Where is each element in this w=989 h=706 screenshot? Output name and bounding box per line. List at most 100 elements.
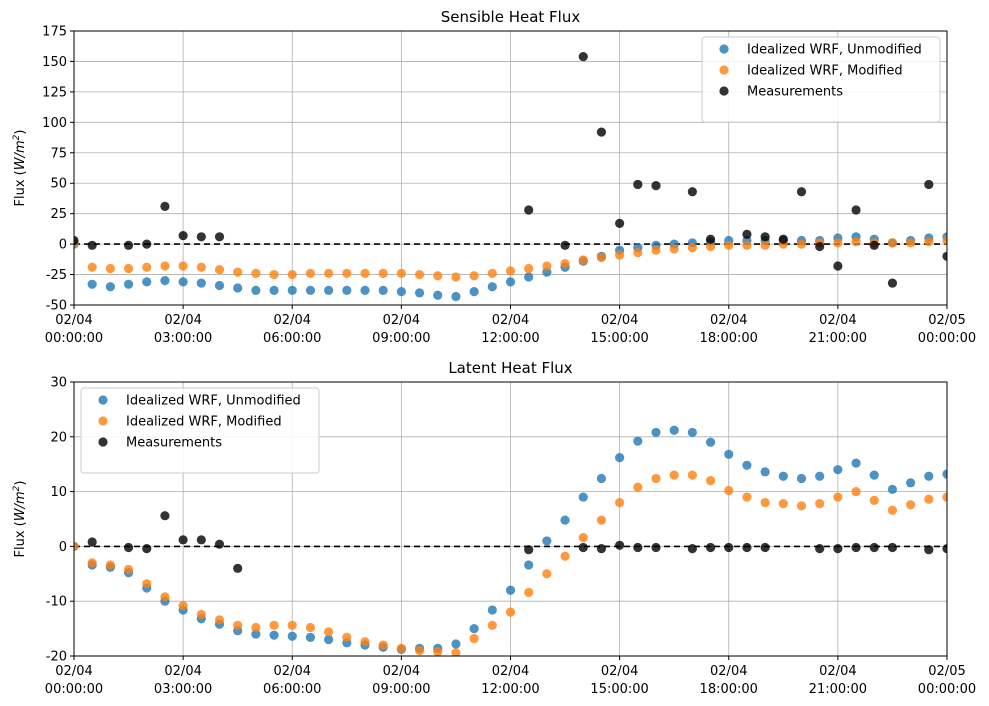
data-point-unmodified bbox=[324, 634, 334, 645]
x-tick-label-date: 02/04 bbox=[164, 664, 201, 679]
series-measurements bbox=[74, 51, 947, 288]
data-point-modified bbox=[851, 487, 861, 497]
data-point-unmodified bbox=[87, 279, 97, 289]
data-point-unmodified bbox=[942, 469, 947, 479]
data-point-unmodified bbox=[324, 285, 334, 295]
data-point-unmodified bbox=[687, 427, 697, 438]
data-point-unmodified bbox=[796, 473, 807, 484]
data-point-modified bbox=[596, 252, 607, 263]
data-point-unmodified bbox=[160, 276, 170, 286]
data-point-unmodified bbox=[815, 471, 825, 481]
x-tick-label-time: 21:00:00 bbox=[809, 682, 867, 697]
data-point-modified bbox=[542, 261, 552, 271]
data-point-modified bbox=[433, 647, 443, 656]
data-point-unmodified bbox=[705, 437, 716, 447]
legend: Idealized WRF, Unmodified Idealized WRF, … bbox=[80, 387, 320, 474]
data-point-modified bbox=[160, 592, 170, 602]
y-axis-label: Flux (W/m2) bbox=[12, 130, 28, 207]
data-point-measurements bbox=[796, 187, 807, 197]
data-point-unmodified bbox=[433, 290, 443, 300]
data-point-unmodified bbox=[269, 285, 279, 295]
x-tick-label-time: 06:00:00 bbox=[263, 331, 321, 346]
data-point-modified bbox=[196, 262, 206, 272]
data-point-modified bbox=[542, 569, 552, 579]
legend-marker-modified bbox=[719, 65, 729, 75]
data-point-modified bbox=[451, 272, 461, 282]
legend-marker-measurements bbox=[719, 86, 729, 96]
y-tick-label: 50 bbox=[50, 177, 67, 192]
data-point-modified bbox=[196, 609, 206, 619]
y-label-prefix: Flux ( bbox=[13, 521, 28, 557]
data-point-measurements bbox=[760, 232, 770, 242]
y-tick-label: 150 bbox=[42, 55, 67, 70]
data-point-modified bbox=[287, 269, 297, 280]
data-point-unmodified bbox=[560, 515, 570, 525]
data-point-unmodified bbox=[178, 277, 188, 287]
data-point-modified bbox=[142, 579, 152, 589]
data-point-unmodified bbox=[851, 458, 861, 468]
data-point-unmodified bbox=[505, 585, 516, 595]
legend-label: Idealized WRF, Modified bbox=[747, 64, 903, 79]
x-tick-label-date: 02/04 bbox=[55, 313, 92, 328]
data-point-modified bbox=[505, 607, 516, 617]
data-point-modified bbox=[615, 497, 625, 508]
data-point-unmodified bbox=[669, 425, 679, 435]
data-point-modified bbox=[705, 241, 716, 252]
data-point-unmodified bbox=[469, 624, 479, 634]
data-point-modified bbox=[178, 261, 188, 271]
y-label-superscript: 2 bbox=[12, 485, 22, 491]
data-point-modified bbox=[633, 248, 643, 258]
data-point-modified bbox=[396, 643, 406, 653]
chart-title: Sensible Heat Flux bbox=[441, 8, 581, 26]
data-point-measurements bbox=[942, 251, 947, 261]
data-point-unmodified bbox=[724, 449, 734, 459]
data-point-modified bbox=[269, 620, 279, 630]
data-point-modified bbox=[651, 473, 661, 484]
data-point-unmodified bbox=[414, 288, 425, 298]
y-label-suffix: ) bbox=[13, 130, 28, 135]
legend-marker-unmodified bbox=[719, 44, 729, 54]
data-point-unmodified bbox=[487, 282, 497, 292]
data-points bbox=[74, 51, 947, 302]
data-point-measurements bbox=[615, 218, 625, 229]
data-point-measurements bbox=[724, 542, 734, 553]
data-point-modified bbox=[669, 244, 679, 254]
data-point-modified bbox=[105, 560, 115, 570]
data-point-unmodified bbox=[505, 277, 516, 287]
data-point-modified bbox=[451, 648, 461, 656]
data-point-measurements bbox=[924, 179, 934, 190]
data-point-modified bbox=[214, 265, 225, 275]
x-tick-label-time: 18:00:00 bbox=[700, 682, 758, 697]
data-point-measurements bbox=[760, 542, 770, 553]
x-tick-label-time: 00:00:00 bbox=[45, 682, 103, 697]
x-tick-label-time: 03:00:00 bbox=[154, 331, 212, 346]
latent-heat-flux-chart: -20 -10 0 10 20 30 02/04 00:00:00 02/04 03:00:00 0… bbox=[12, 359, 976, 697]
data-point-measurements bbox=[578, 542, 588, 553]
data-point-modified bbox=[123, 263, 134, 274]
data-point-measurements bbox=[742, 229, 752, 239]
data-point-measurements bbox=[815, 543, 825, 554]
data-point-modified bbox=[87, 262, 97, 272]
data-point-modified bbox=[305, 622, 316, 633]
data-point-modified bbox=[178, 600, 188, 611]
x-tick-label-date: 02/04 bbox=[601, 664, 638, 679]
x-tick-label-date: 02/04 bbox=[383, 664, 420, 679]
data-point-measurements bbox=[214, 232, 225, 242]
data-point-unmodified bbox=[196, 278, 206, 288]
data-point-measurements bbox=[560, 240, 570, 250]
data-point-measurements bbox=[633, 542, 643, 553]
x-tick-label-time: 09:00:00 bbox=[372, 331, 430, 346]
data-point-measurements bbox=[833, 261, 843, 271]
data-point-measurements bbox=[851, 205, 861, 215]
data-point-unmodified bbox=[305, 632, 316, 642]
x-tick-label-time: 18:00:00 bbox=[700, 331, 758, 346]
legend-box bbox=[701, 36, 941, 123]
data-point-measurements bbox=[887, 542, 898, 553]
data-point-measurements bbox=[705, 542, 716, 553]
data-point-unmodified bbox=[105, 282, 115, 292]
y-axis-label: Flux (W/m2) bbox=[12, 481, 28, 558]
series-modified bbox=[74, 470, 947, 656]
data-point-unmodified bbox=[542, 536, 552, 546]
legend-label: Idealized WRF, Unmodified bbox=[126, 394, 301, 409]
y-tick-label: 10 bbox=[50, 485, 67, 500]
